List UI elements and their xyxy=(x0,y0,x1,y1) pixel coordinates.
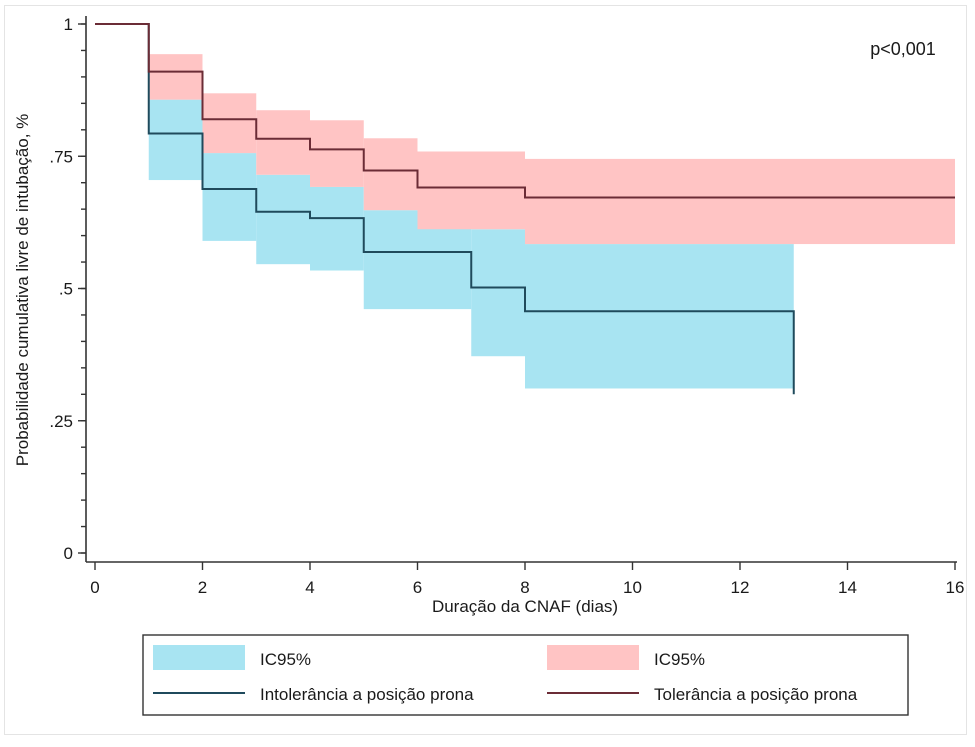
intolerance-ci-band-segment xyxy=(202,153,257,241)
intolerance-ci-band-segment xyxy=(256,174,310,265)
x-tick-label: 14 xyxy=(838,578,857,597)
legend-label-intolerance-ci: IC95% xyxy=(260,650,311,669)
y-ticks: 0 .25 .5 .75 1 xyxy=(49,15,86,563)
tolerance-ci-band-segment xyxy=(148,54,203,100)
y-axis-label: Probabilidade cumulativa livre de intuba… xyxy=(13,114,32,466)
tolerance-ci-band-segment xyxy=(202,93,257,154)
legend-box xyxy=(142,634,909,716)
intolerance-survival-line xyxy=(95,23,795,395)
y-tick-label: 1 xyxy=(64,15,73,34)
legend-swatch-tolerance-ci xyxy=(547,645,639,670)
x-tick-label: 10 xyxy=(623,578,642,597)
legend: IC95% IC95% Intolerância a posição prona… xyxy=(142,634,909,716)
legend-label-tolerance-ci: IC95% xyxy=(654,650,705,669)
ci-bands xyxy=(148,54,955,389)
y-tick-label: .75 xyxy=(49,147,73,166)
axes: 0 .25 .5 .75 1 0 2 4 6 8 10 12 14 16 xyxy=(49,15,964,597)
x-tick-label: 8 xyxy=(520,578,529,597)
legend-label-intolerance-line: Intolerância a posição prona xyxy=(260,685,474,704)
survival-lines xyxy=(95,23,955,395)
y-tick-label: .5 xyxy=(59,280,73,299)
x-tick-label: 4 xyxy=(305,578,314,597)
tolerance-survival-line xyxy=(95,23,955,199)
tolerance-ci-band-segment xyxy=(256,110,310,175)
figure-frame xyxy=(4,5,967,735)
x-ticks: 0 2 4 6 8 10 12 14 16 xyxy=(90,562,964,597)
x-tick-label: 12 xyxy=(731,578,750,597)
intolerance-ci-band-segment xyxy=(310,186,364,271)
tolerance-ci-band-segment xyxy=(417,151,525,230)
intolerance-ci-band-segment xyxy=(525,244,794,389)
x-axis-label: Duração da CNAF (dias) xyxy=(432,597,618,616)
x-tick-label: 0 xyxy=(90,578,99,597)
y-tick-label: .25 xyxy=(49,412,73,431)
x-tick-label: 6 xyxy=(413,578,422,597)
tolerance-ci-band-segment xyxy=(363,138,418,211)
y-tick-label: 0 xyxy=(64,544,73,563)
p-value-annotation: p<0,001 xyxy=(870,39,936,59)
intolerance-ci-band-segment xyxy=(148,99,203,181)
tolerance-ci-band-segment xyxy=(310,120,364,187)
legend-swatch-intolerance-ci xyxy=(153,645,245,670)
x-tick-label: 2 xyxy=(198,578,207,597)
tolerance-ci-band-segment xyxy=(525,158,955,245)
legend-label-tolerance-line: Tolerância a posição prona xyxy=(654,685,858,704)
x-tick-label: 16 xyxy=(946,578,965,597)
intolerance-ci-band-segment xyxy=(471,229,525,357)
